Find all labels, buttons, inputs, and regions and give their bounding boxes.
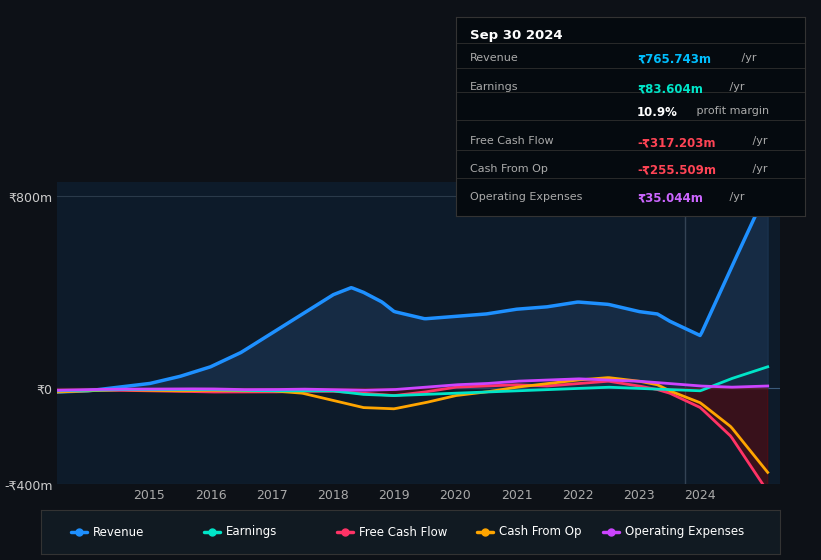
- Text: ₹83.604m: ₹83.604m: [637, 82, 703, 95]
- Text: Operating Expenses: Operating Expenses: [625, 525, 744, 539]
- Text: Sep 30 2024: Sep 30 2024: [470, 29, 562, 42]
- Text: Free Cash Flow: Free Cash Flow: [470, 136, 553, 146]
- Text: /yr: /yr: [727, 82, 745, 92]
- Text: Cash From Op: Cash From Op: [499, 525, 581, 539]
- Text: ₹35.044m: ₹35.044m: [637, 192, 703, 205]
- Text: /yr: /yr: [749, 164, 768, 174]
- Text: -₹255.509m: -₹255.509m: [637, 164, 716, 177]
- Text: 10.9%: 10.9%: [637, 106, 678, 119]
- Text: Revenue: Revenue: [93, 525, 144, 539]
- Text: Earnings: Earnings: [226, 525, 277, 539]
- Text: Cash From Op: Cash From Op: [470, 164, 548, 174]
- Text: profit margin: profit margin: [693, 106, 769, 116]
- Text: Earnings: Earnings: [470, 82, 518, 92]
- Text: -₹317.203m: -₹317.203m: [637, 136, 716, 149]
- Text: Free Cash Flow: Free Cash Flow: [359, 525, 447, 539]
- Text: /yr: /yr: [749, 136, 768, 146]
- Text: /yr: /yr: [727, 192, 745, 202]
- Text: Revenue: Revenue: [470, 53, 518, 63]
- Text: /yr: /yr: [737, 53, 756, 63]
- Text: Operating Expenses: Operating Expenses: [470, 192, 582, 202]
- Text: ₹765.743m: ₹765.743m: [637, 53, 711, 66]
